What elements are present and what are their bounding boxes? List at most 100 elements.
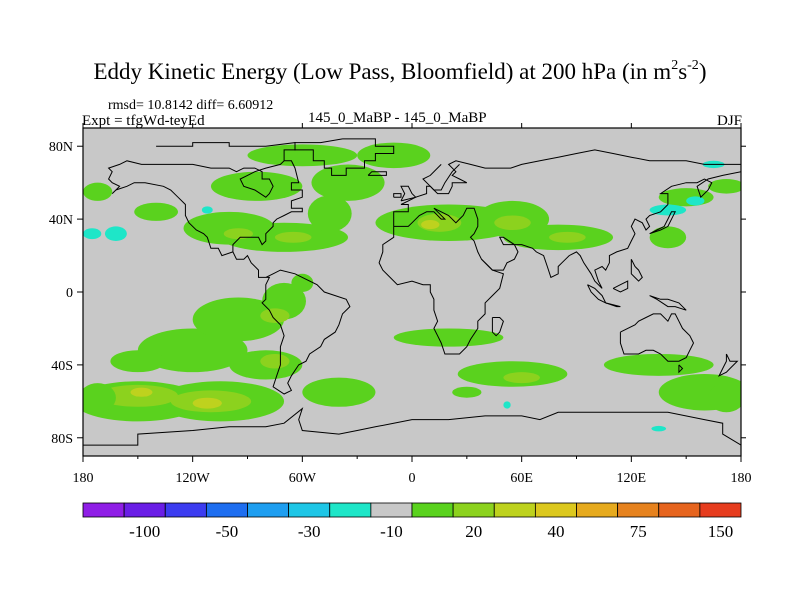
coastline-5 [422,164,460,191]
contour-blob-50 [651,425,667,432]
contour-blob-23 [223,228,253,240]
contour-blob-49 [201,206,213,214]
contour-blob-42 [291,273,314,292]
coastline-12 [612,280,629,293]
colorbar-swatch-2 [164,502,207,518]
title-main: Eddy Kinetic Energy (Low Pass, Bloomfiel… [93,59,672,84]
contour-blob-37 [549,231,586,243]
colorbar-swatch-10 [493,502,536,518]
contour-blob-45 [83,228,102,240]
coastline-19 [367,171,387,176]
colorbar-swatch-12 [576,502,619,518]
coastline-14 [649,295,687,311]
contour-blob-19 [83,383,116,413]
coastline-16 [649,211,677,235]
contour-blob-13 [302,377,376,407]
coastline-8 [619,313,695,362]
colorbar: -100 -50 -30 -10 20 40 75 150 [82,502,742,541]
colorbar-label-6: 75 [630,522,647,541]
contour-blob-12 [110,350,166,373]
contour-blob-5 [130,387,153,397]
contour-blob-20 [708,383,741,413]
y-tick-label-2: 0 [66,286,73,301]
coastline-2 [107,160,285,257]
rmsd-label: rmsd= 10.8142 diff= 6.60912 [108,98,274,113]
coastline-17 [400,185,417,202]
x-tick-label-5: 120E [617,471,647,486]
title-sup2: -2 [687,58,699,73]
contour-blob-51 [503,401,511,409]
coastline-18 [393,193,402,198]
contour-blob-47 [686,196,705,206]
x-tick-label-1: 120W [176,471,211,486]
colorbar-swatch-1 [123,502,166,518]
colorbar-swatch-8 [411,502,454,518]
contour-blob-29 [357,142,431,169]
coastline-3 [393,171,741,289]
coastline-6 [378,226,504,355]
contour-blob-24 [274,231,312,243]
contour-blob-31 [307,195,352,232]
field-contours [83,142,741,432]
contour-blob-30 [247,144,358,167]
colorbar-swatch-5 [288,502,331,518]
colorbar-swatch-7 [370,502,413,518]
experiment-label: Expt = tfgWd-teyEd [82,113,205,129]
colorbar-swatch-15 [699,502,742,518]
colorbar-label-0: -100 [129,522,160,541]
contour-blob-4 [192,397,222,409]
colorbar-swatch-4 [247,502,290,518]
coastline-9 [678,364,684,374]
y-tick-label-1: 40N [49,213,73,228]
contour-blob-28 [311,164,385,201]
colorbar-swatch-3 [205,502,248,518]
contour-blob-44 [104,226,127,241]
contour-blob-17 [603,353,714,376]
title-end: ) [698,59,707,84]
colorbar-label-3: -10 [380,522,403,541]
colorbar-label-4: 20 [465,522,482,541]
colorbar-swatch-11 [534,502,577,518]
colorbar-label-1: -50 [216,522,239,541]
case-label: 145_0_MaBP - 145_0_MaBP [308,110,487,126]
contour-blob-26 [83,182,113,201]
coastline-1 [156,142,351,395]
colorbar-label-7: 150 [708,522,734,541]
y-tick-label-4: 80S [51,432,73,447]
contour-blob-40 [708,179,741,194]
coastline-13 [605,302,621,308]
contour-blob-11 [260,353,290,369]
x-tick-label-4: 60E [510,471,533,486]
colorbar-swatch-0 [82,502,125,518]
contour-blob-15 [503,372,540,384]
colorbar-swatch-6 [329,502,372,518]
x-tick-label-2: 60W [289,471,317,486]
coastline-15 [630,258,643,282]
coastline-7 [491,317,504,337]
x-tick-label-3: 0 [409,471,416,486]
coastline-20 [83,407,741,446]
y-tick-label-3: 40S [51,359,73,374]
colorbar-label-5: 40 [547,522,564,541]
contour-blob-27 [210,171,303,201]
coastline-0 [294,138,395,176]
coastlines [83,138,741,446]
title-mid: s [678,59,688,84]
contour-blob-43 [452,386,482,398]
coastline-4 [393,149,741,227]
contour-blob-38 [421,220,440,230]
contour-blob-39 [658,188,714,207]
contour-blob-10 [260,308,290,323]
contour-blob-16 [393,328,504,347]
colorbar-swatch-13 [617,502,660,518]
season-label: DJF [716,113,742,129]
colorbar-swatch-14 [658,502,701,518]
colorbar-label-2: -30 [298,522,321,541]
x-tick-label-0: 180 [73,471,94,486]
contour-blob-6 [137,328,248,373]
coastline-10 [718,353,739,377]
contour-blob-41 [649,226,687,249]
chart-title: Eddy Kinetic Energy (Low Pass, Bloomfiel… [0,58,800,85]
axes: 180 120W 60W 0 60E 120E 180 80N 40N 0 40S 80S [49,123,752,486]
